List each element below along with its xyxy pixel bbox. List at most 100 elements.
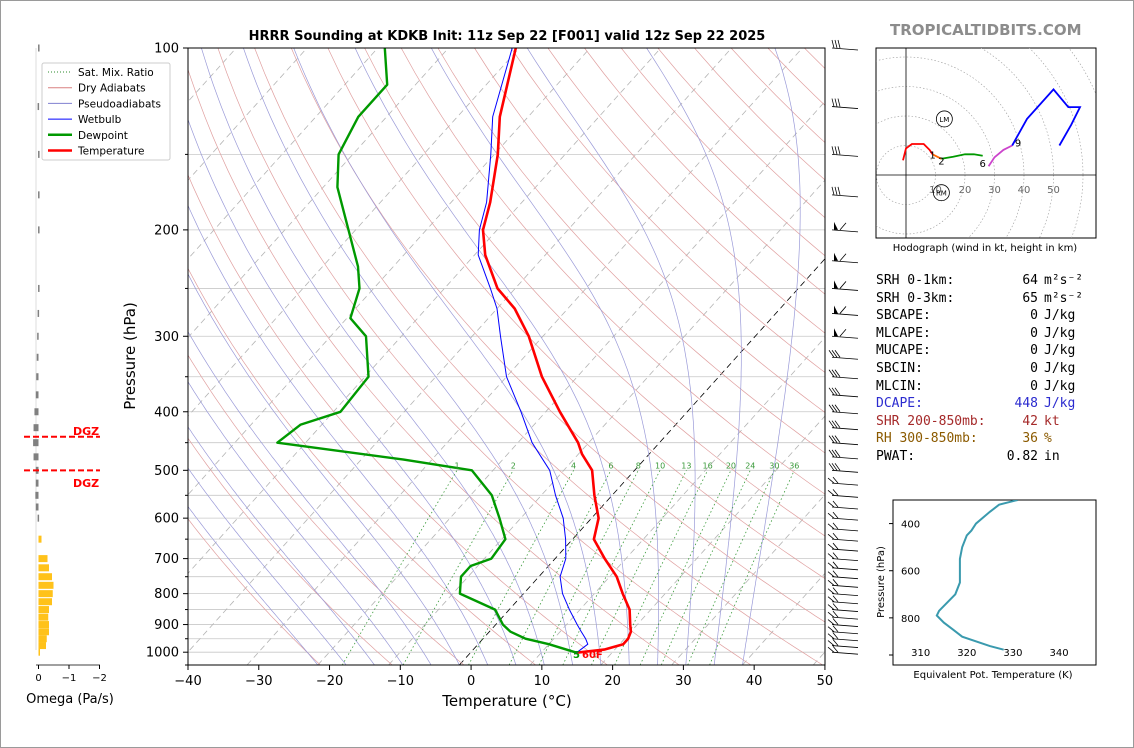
hodograph-ring-label: 40	[1018, 185, 1031, 196]
wind-barb	[827, 542, 859, 552]
x-tick-label: 10	[534, 674, 551, 689]
hodograph-segment	[902, 143, 934, 161]
stat-value: 0.82	[1006, 448, 1038, 464]
stat-row: SBCAPE: 0 J/kg	[876, 307, 1086, 325]
omega-bar	[37, 103, 40, 111]
dry-adiabat	[327, 48, 825, 580]
hodograph-height-label: 1	[929, 150, 935, 161]
theta-e-y-tick-label: 800	[901, 614, 920, 625]
wind-barb	[827, 532, 859, 542]
omega-x-tick-label: −1	[62, 673, 77, 684]
mixing-ratio-line	[639, 470, 732, 665]
hodograph-segment	[1011, 88, 1082, 146]
stat-value: 0	[1030, 325, 1038, 341]
dry-adiabat	[188, 437, 393, 665]
legend-label: Temperature	[77, 146, 145, 158]
stat-unit: J/kg	[1044, 396, 1076, 412]
pseudoadiabat	[188, 273, 460, 665]
x-tick-label: 20	[604, 674, 621, 689]
wind-barb	[831, 186, 859, 198]
hodograph-ring-label: 30	[988, 185, 1001, 196]
pseudoadiabat	[188, 118, 517, 665]
dry-adiabat	[217, 48, 752, 665]
omega-bar	[33, 424, 39, 432]
stat-label: MUCAPE:	[876, 343, 931, 359]
omega-bar	[38, 191, 40, 199]
legend: Sat. Mix. Ratio Dry Adiabats Pseudoadiabat…	[41, 62, 171, 161]
storm-motion-label: LM	[939, 116, 949, 124]
stat-unit: m²s⁻²	[1044, 290, 1084, 306]
surface-dewpoint-label: 5	[573, 650, 580, 661]
stat-unit: kt	[1044, 413, 1060, 429]
hodograph-height-label: 9	[1015, 139, 1021, 150]
isotherm	[188, 48, 449, 339]
omega-bar	[35, 491, 39, 499]
x-axis-label: Temperature (°C)	[441, 692, 571, 710]
omega-bar	[34, 408, 39, 416]
dry-adiabat	[188, 267, 536, 665]
mixing-ratio-labels: 1 2 4 6 8 10 13 16 20 24 30 36	[454, 461, 799, 470]
omega-bar	[38, 621, 49, 629]
hodograph-ring-label: 10	[929, 185, 942, 196]
wind-barb	[831, 305, 859, 316]
y-tick-label: 300	[154, 330, 179, 345]
legend-label: Pseudoadiabats	[78, 98, 161, 110]
hodograph-segment	[932, 153, 942, 160]
stat-label: SBCIN:	[876, 360, 923, 376]
wind-barb	[831, 98, 859, 109]
site-watermark: TROPICALTIDBITS.COM	[890, 21, 1082, 39]
stat-unit: in	[1044, 448, 1060, 464]
theta-e-profile	[935, 500, 1018, 651]
stat-label: MLCAPE:	[876, 325, 931, 341]
theta-e-y-tick-label: 400	[901, 520, 920, 531]
stat-row: SHR 200-850mb: 42 kt	[876, 413, 1086, 431]
dry-adiabat	[188, 518, 321, 665]
x-tick-label: −20	[316, 674, 343, 689]
wind-barb	[831, 328, 859, 339]
wind-barb	[828, 404, 859, 415]
omega-bar	[38, 642, 46, 650]
dry-adiabat	[437, 48, 825, 454]
hodograph-caption: Hodograph (wind in kt, height in km)	[893, 243, 1078, 254]
omega-axis-label: Omega (Pa/s)	[26, 692, 114, 707]
wind-barb	[828, 463, 859, 473]
omega-bar	[38, 581, 54, 589]
pseudoadiabat	[188, 331, 432, 665]
stat-row: MUCAPE: 0 J/kg	[876, 342, 1086, 360]
stat-label: SHR 200-850mb:	[876, 413, 986, 429]
wind-barb	[827, 625, 859, 635]
stat-label: DCAPE:	[876, 396, 923, 412]
stat-row: MLCAPE: 0 J/kg	[876, 325, 1086, 343]
omega-bar	[38, 44, 40, 52]
theta-e-x-tick-label: 310	[911, 648, 930, 659]
stat-label: SBCAPE:	[876, 308, 931, 324]
stat-value: 64	[1022, 273, 1038, 288]
y-tick-label: 700	[154, 552, 179, 567]
wind-barbs	[827, 39, 859, 655]
wind-barb	[827, 500, 859, 510]
dgz-label-top: DGZ	[73, 425, 99, 438]
omega-x-tick-label: −2	[92, 673, 107, 684]
stat-row: DCAPE: 448 J/kg	[876, 395, 1086, 413]
stat-unit: J/kg	[1044, 343, 1076, 359]
wind-barb	[831, 221, 859, 233]
mixing-ratio-label: 6	[608, 461, 613, 470]
isotherm	[459, 258, 825, 665]
isotherm	[188, 48, 732, 653]
isotherm	[317, 100, 825, 665]
pseudoadiabat	[188, 204, 489, 665]
omega-bar	[37, 332, 39, 340]
dry-adiabat	[188, 174, 608, 665]
theta-e-y-tick-label: 600	[901, 567, 920, 578]
storm-motion-label: RM	[936, 190, 947, 198]
storm-motion-marker	[933, 184, 950, 202]
pseudoadiabat	[188, 467, 347, 665]
surface-temperature-label: 60F	[582, 650, 603, 661]
omega-bar	[38, 284, 40, 292]
omega-bar	[38, 628, 49, 636]
theta-e-frame	[892, 499, 1097, 666]
omega-bar	[38, 590, 53, 598]
hodograph-segment	[987, 144, 1013, 167]
stat-unit: J/kg	[1044, 378, 1076, 394]
